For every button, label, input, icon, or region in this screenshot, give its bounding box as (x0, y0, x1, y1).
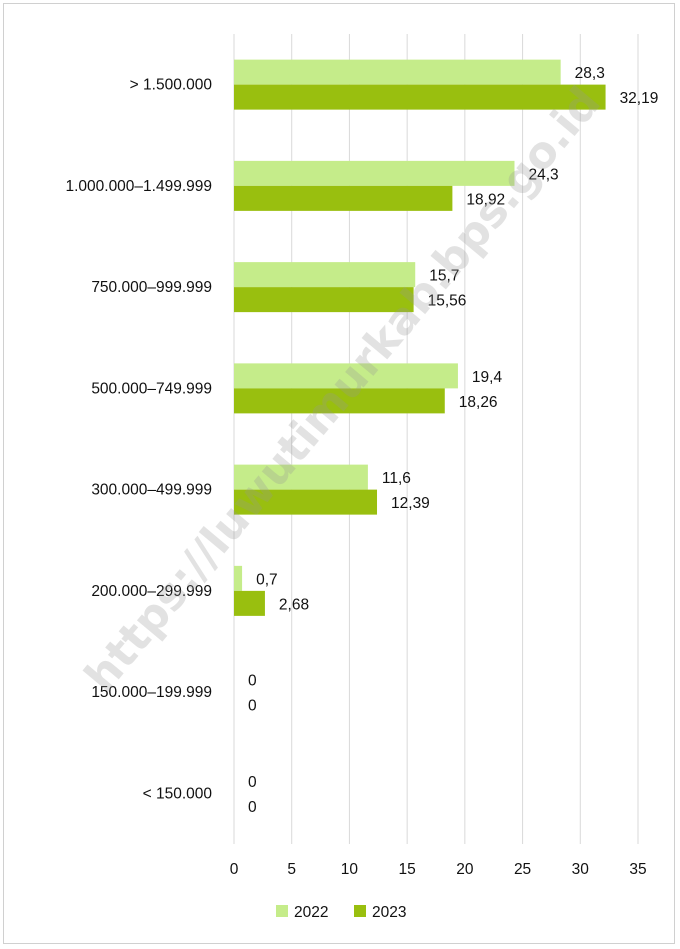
data-label-2022: 24,3 (528, 166, 558, 183)
data-label-2023: 2,68 (279, 596, 309, 613)
legend-label-2022: 2022 (294, 904, 328, 921)
chart-frame: > 1.500.000 1.000.000–1.499.999 750.000–99… (3, 3, 675, 944)
bar-2023 (234, 489, 378, 515)
category-label: < 150.000 (143, 785, 213, 802)
data-label-2023: 18,92 (466, 191, 505, 208)
data-label-2022: 0 (248, 774, 257, 791)
category-label: > 1.500.000 (130, 77, 213, 94)
legend: 2022 2023 (276, 904, 406, 921)
category-label: 200.000–299.999 (91, 583, 212, 600)
data-label-2023: 0 (248, 799, 257, 816)
x-tick-label: 20 (456, 861, 474, 878)
category-label: 1.000.000–1.499.999 (65, 178, 212, 195)
bar-2022 (234, 262, 416, 288)
data-label-2023: 32,19 (620, 90, 659, 107)
data-label-2022: 11,6 (382, 470, 411, 487)
data-label-2023: 18,26 (459, 394, 498, 411)
x-tick-label: 0 (230, 861, 239, 878)
category-label: 300.000–499.999 (91, 482, 212, 499)
data-label-2023: 12,39 (391, 495, 430, 512)
x-axis-tick-labels: 0 5 10 15 20 25 30 35 (230, 861, 647, 878)
data-label-2022: 0,7 (256, 571, 278, 588)
category-label: 750.000–999.999 (91, 279, 212, 296)
bar-2022 (234, 59, 561, 85)
legend-swatch-2023 (354, 905, 366, 917)
legend-swatch-2022 (276, 905, 288, 917)
x-tick-label: 25 (514, 861, 531, 878)
data-label-2023: 0 (248, 698, 257, 715)
x-tick-label: 30 (572, 861, 590, 878)
bar-2022 (234, 565, 243, 591)
data-label-2022: 28,3 (575, 65, 605, 82)
data-label-2022: 19,4 (472, 369, 503, 386)
category-labels: > 1.500.000 1.000.000–1.499.999 750.000–99… (65, 77, 212, 803)
bar-2023 (234, 287, 414, 313)
bar-2023 (234, 388, 445, 414)
bar-chart: > 1.500.000 1.000.000–1.499.999 750.000–99… (65, 34, 658, 921)
bar-2022 (234, 464, 368, 490)
bar-2022 (234, 160, 515, 186)
x-tick-label: 10 (341, 861, 359, 878)
legend-label-2023: 2023 (372, 904, 406, 921)
bar-2023 (234, 185, 453, 211)
data-label-2022: 0 (248, 673, 257, 690)
bars (234, 59, 606, 616)
data-label-2023: 15,56 (428, 293, 467, 310)
bar-2023 (234, 84, 606, 110)
bar-2023 (234, 590, 265, 616)
bar-2022 (234, 363, 458, 389)
category-label: 500.000–749.999 (91, 380, 212, 397)
x-tick-label: 5 (287, 861, 296, 878)
category-label: 150.000–199.999 (91, 684, 212, 701)
data-labels: 28,3 32,19 24,3 18,92 15,7 15,56 19,4 18,26 11,6… (248, 65, 658, 816)
x-tick-label: 15 (399, 861, 416, 878)
x-tick-label: 35 (629, 861, 646, 878)
data-label-2022: 15,7 (429, 268, 459, 285)
